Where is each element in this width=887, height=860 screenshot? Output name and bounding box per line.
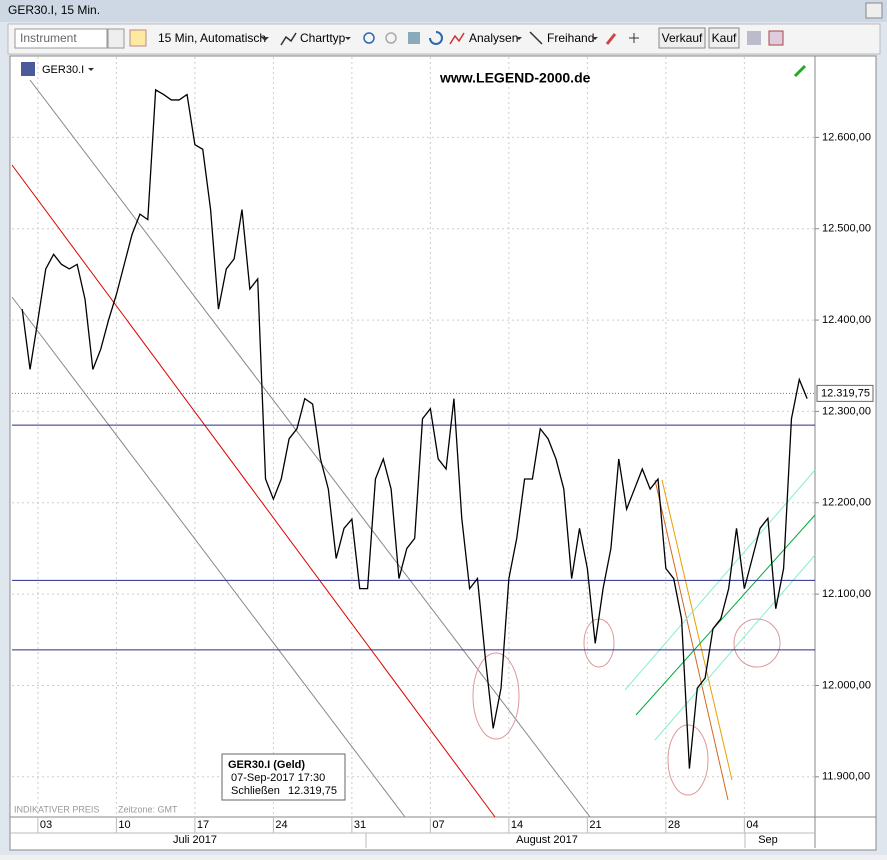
dropdown-arrow (261, 37, 269, 41)
x-tick-label: 14 (511, 819, 523, 831)
drawing (654, 554, 816, 741)
charttype-icon (280, 32, 297, 46)
drawing (661, 479, 733, 781)
month-label: August 2017 (516, 834, 578, 846)
zoom-out[interactable] (385, 32, 397, 44)
drawing (654, 479, 729, 801)
timezone: Zeitzone: GMT (118, 804, 178, 814)
y-tick-label: 12.200,00 (822, 497, 871, 509)
analysis-icon (449, 32, 465, 45)
y-tick-label: 12.100,00 (822, 588, 871, 600)
x-tick-label: 04 (746, 819, 758, 831)
dropdown-arrow (345, 37, 351, 40)
freehand-dropdown[interactable]: Freihand (547, 31, 594, 45)
info-datetime: 07-Sep-2017 17:30 (231, 772, 325, 784)
title-bar (0, 0, 887, 22)
buy-label: Kauf (712, 31, 737, 45)
symbol-icon (21, 62, 35, 76)
y-tick-label: 12.400,00 (822, 314, 871, 326)
dropdown-arrow (88, 68, 94, 71)
y-tick-label: 11.900,00 (822, 771, 870, 783)
x-tick-label: 17 (197, 819, 209, 831)
sell-button[interactable] (658, 27, 706, 49)
x-tick-label: 28 (668, 819, 680, 831)
analysis-dropdown[interactable]: Analysen (469, 31, 518, 45)
settings-icon[interactable] (747, 31, 761, 45)
month-label: Juli 2017 (173, 834, 217, 846)
info-title: GER30.I (Geld) (228, 759, 305, 771)
symbol-label[interactable]: GER30.I (42, 64, 84, 76)
y-tick-label: 12.000,00 (822, 679, 871, 691)
buy-button[interactable] (708, 27, 740, 49)
drawing (733, 618, 781, 668)
drawing (11, 164, 496, 818)
y-tick-label: 12.600,00 (822, 131, 871, 143)
x-tick-label: 21 (589, 819, 601, 831)
undo-icon[interactable] (429, 31, 443, 45)
drawing (11, 296, 406, 818)
drawing (472, 652, 520, 740)
interval-dropdown[interactable]: 15 Min, Automatisch (158, 31, 266, 45)
move-icon[interactable] (408, 32, 420, 44)
info-close: 12.319,75 (288, 785, 337, 797)
crosshair-icon[interactable] (629, 33, 639, 43)
instrument-placeholder: Instrument (20, 31, 77, 45)
last-price-label: 12.319,75 (821, 387, 870, 399)
eraser-icon[interactable] (605, 33, 617, 45)
print-icon[interactable] (768, 30, 784, 46)
status-icon (793, 64, 807, 78)
drawing (29, 79, 591, 818)
plot-area (11, 57, 816, 818)
y-tick-label: 12.300,00 (822, 405, 871, 417)
instrument-button[interactable] (107, 28, 125, 49)
x-tick-label: 07 (432, 819, 444, 831)
price-line (21, 88, 808, 769)
freehand-icon (529, 31, 543, 45)
tool-icon[interactable] (129, 29, 147, 47)
window-button[interactable] (865, 2, 883, 19)
x-tick-label: 10 (118, 819, 130, 831)
instrument-input[interactable] (14, 28, 108, 49)
dropdown-arrow (516, 37, 522, 40)
drawing (667, 724, 709, 796)
watermark: www.LEGEND-2000.de (439, 70, 591, 86)
window-title: GER30.I, 15 Min. (8, 3, 100, 17)
y-tick-label: 12.500,00 (822, 223, 871, 235)
x-tick-label: 03 (40, 819, 52, 831)
charttype-dropdown[interactable]: Charttyp (300, 31, 346, 45)
chart-panel (9, 55, 877, 851)
zoom-in[interactable] (363, 32, 375, 44)
info-box (221, 753, 346, 801)
info-close-label: Schließen (231, 785, 280, 797)
x-tick-label: 31 (354, 819, 366, 831)
dropdown-arrow (592, 37, 598, 40)
x-tick-label: 24 (275, 819, 287, 831)
month-label: Sep (758, 834, 778, 846)
sell-label: Verkauf (662, 31, 703, 45)
footer-note: INDIKATIVER PREIS (14, 804, 99, 814)
last-price-box (816, 384, 874, 402)
